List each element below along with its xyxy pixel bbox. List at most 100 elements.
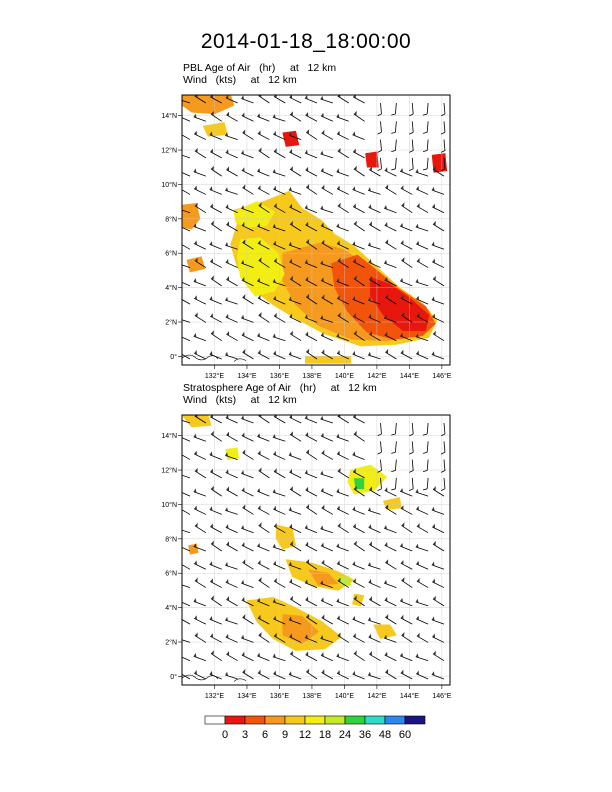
wind-barb [226, 431, 238, 442]
y-tick-label: 0° [170, 353, 177, 361]
wind-barb [305, 293, 318, 305]
wind-barb [353, 330, 365, 342]
wind-barb [352, 131, 365, 140]
x-tick-label: 140°E [335, 372, 354, 380]
wind-barb [273, 203, 286, 214]
wind-barb [369, 541, 381, 552]
wind-barb [257, 505, 270, 515]
wind-barb [209, 350, 222, 360]
wind-barb [272, 223, 286, 232]
wind-barb [377, 102, 382, 117]
wind-barb [432, 258, 445, 268]
wind-barb [432, 578, 445, 588]
wind-barb [416, 632, 429, 643]
wind-barb [385, 614, 397, 625]
wind-barb [416, 350, 429, 360]
wind-barb [320, 432, 334, 442]
wind-barb [225, 187, 238, 195]
x-tick-label: 136°E [270, 692, 289, 700]
field-region [373, 624, 397, 639]
wind-barb [432, 166, 445, 177]
colorbar-label: 24 [339, 729, 351, 741]
wind-barb [400, 505, 413, 515]
colorbar-label: 12 [299, 729, 311, 741]
wind-barb [194, 312, 207, 323]
colorbar-label: 48 [379, 729, 391, 741]
wind-barb [336, 185, 349, 195]
wind-barb [182, 547, 191, 552]
wind-barb [257, 130, 270, 140]
colorbar-swatch [284, 715, 306, 725]
wind-barb [226, 111, 238, 122]
panel2-title-line1: Stratosphere Age of Air (hr) at 12 km [183, 382, 377, 394]
wind-barb [225, 507, 238, 515]
field-region [202, 122, 228, 137]
y-tick-label: 6°N [165, 250, 177, 258]
wind-barb [369, 331, 381, 342]
wind-barb [257, 542, 270, 552]
map-frame [181, 414, 451, 686]
field-region [182, 202, 201, 230]
wind-barb [289, 220, 302, 232]
wind-barb [305, 238, 318, 250]
wind-barb [415, 278, 429, 287]
wind-barb [289, 275, 302, 287]
wind-barb [289, 148, 302, 159]
x-tick-label: 142°E [367, 692, 386, 700]
y-tick-label: 8°N [165, 215, 177, 223]
wind-barb [320, 635, 333, 643]
wind-barb [210, 110, 222, 122]
wind-barb [377, 477, 382, 492]
wind-barb [289, 166, 302, 177]
wind-barb [353, 110, 365, 122]
wind-barb [305, 558, 318, 570]
wind-barb [257, 614, 270, 625]
wind-barb [209, 131, 222, 140]
wind-barb [273, 240, 286, 250]
wind-barb [368, 242, 381, 250]
wind-barb [194, 450, 207, 460]
wind-barb [257, 559, 270, 570]
wind-barb [415, 543, 429, 552]
wind-barb [352, 523, 365, 534]
wind-barb [422, 422, 429, 436]
wind-barb [241, 150, 254, 159]
wind-barb [368, 633, 381, 643]
wind-barb [431, 506, 445, 515]
wind-barb [182, 281, 191, 287]
wind-barb [415, 653, 429, 662]
wind-barb [258, 467, 270, 479]
wind-barb [432, 203, 445, 214]
field-region [236, 237, 285, 297]
wind-barb [225, 351, 238, 360]
wind-barb [352, 506, 365, 515]
wind-barb [194, 560, 207, 570]
wind-barb [210, 95, 222, 104]
wind-barb [384, 204, 397, 214]
wind-barb [320, 332, 334, 342]
wind-barb [321, 184, 334, 195]
wind-barb [385, 294, 397, 305]
wind-barb [241, 112, 254, 122]
wind-barb [337, 415, 349, 424]
wind-barb [273, 415, 286, 424]
field-region [186, 256, 206, 273]
wind-barb [225, 149, 238, 159]
wind-barb [288, 616, 302, 625]
wind-barb [193, 223, 207, 232]
wind-barb [416, 560, 429, 570]
wind-barb [258, 632, 270, 643]
wind-barb [242, 614, 254, 625]
wind-barb [225, 616, 238, 625]
wind-barb [431, 616, 445, 625]
field-region [431, 153, 448, 173]
wind-barb [336, 505, 349, 515]
y-tick-label: 10°N [161, 501, 177, 509]
field-region [365, 151, 379, 168]
wind-barb [336, 615, 349, 625]
wind-barb [368, 579, 381, 588]
wind-barb [336, 433, 349, 442]
wind-barb [258, 415, 270, 424]
wind-barb [193, 652, 207, 662]
wind-barb [416, 257, 429, 268]
